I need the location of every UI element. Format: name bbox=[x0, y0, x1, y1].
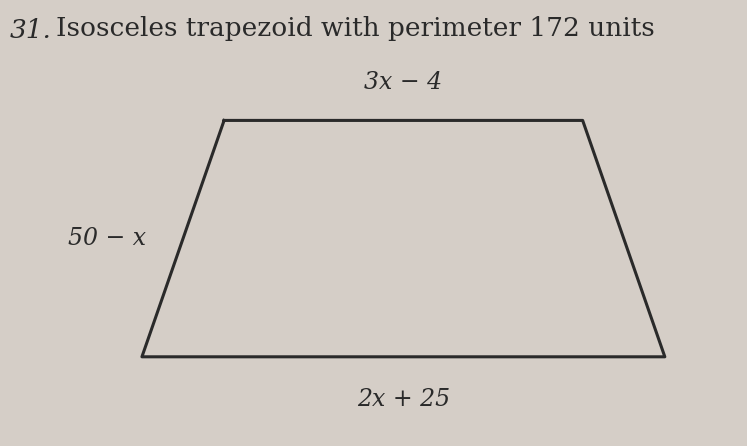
Text: 3x − 4: 3x − 4 bbox=[365, 70, 442, 94]
Text: 2x + 25: 2x + 25 bbox=[357, 388, 450, 411]
Text: Isosceles trapezoid with perimeter 172 units: Isosceles trapezoid with perimeter 172 u… bbox=[56, 16, 655, 41]
Text: 31.: 31. bbox=[10, 18, 52, 43]
Text: 50 − x: 50 − x bbox=[67, 227, 146, 250]
